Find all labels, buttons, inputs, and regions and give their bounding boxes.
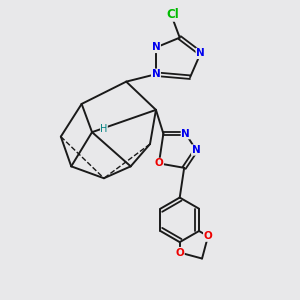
Text: N: N: [152, 43, 160, 52]
Text: H: H: [100, 124, 108, 134]
Text: N: N: [152, 69, 160, 79]
Text: N: N: [192, 145, 200, 155]
Text: Cl: Cl: [166, 8, 179, 21]
Text: O: O: [175, 248, 184, 257]
Text: O: O: [154, 158, 163, 168]
Text: N: N: [181, 129, 190, 139]
Text: N: N: [196, 48, 205, 59]
Text: O: O: [204, 231, 212, 241]
